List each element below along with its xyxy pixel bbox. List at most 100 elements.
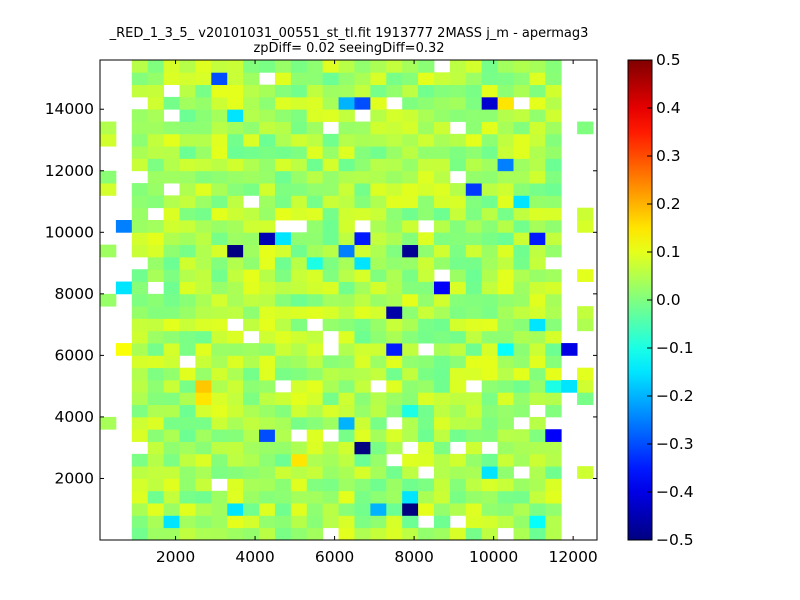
heatmap-cell [211, 306, 228, 319]
heatmap-cell [290, 355, 308, 369]
heatmap-cell [227, 109, 244, 122]
heatmap-cell [545, 60, 562, 73]
heatmap-cell [513, 343, 530, 356]
heatmap-cell [290, 109, 308, 122]
heatmap-cell [449, 330, 467, 344]
heatmap-cell [545, 96, 562, 110]
heatmap-cell [465, 293, 483, 307]
heatmap-cell [163, 158, 180, 172]
heatmap-cell [433, 170, 451, 184]
heatmap-cell [338, 515, 355, 529]
heatmap-cell [322, 355, 339, 369]
heatmap-cell [131, 232, 149, 246]
heatmap-cell [211, 220, 228, 233]
heatmap-cell [195, 269, 212, 282]
heatmap-cell [481, 490, 498, 504]
y-tick-label: 10000 [45, 223, 94, 241]
heatmap-cell [227, 183, 244, 196]
heatmap-cell [195, 330, 212, 344]
heatmap-cell [131, 121, 149, 135]
heatmap-cell [322, 441, 339, 455]
heatmap-cell [227, 244, 244, 258]
heatmap-cell [481, 232, 498, 246]
heatmap-cell [354, 478, 371, 492]
heatmap-cell [100, 170, 117, 184]
heatmap-cell [227, 416, 244, 430]
heatmap-cell [338, 527, 355, 541]
heatmap-cell [433, 466, 451, 479]
y-tick-label: 14000 [45, 100, 94, 118]
heatmap-cell [338, 429, 355, 442]
heatmap-cell [227, 281, 244, 295]
heatmap-cell [131, 72, 149, 86]
heatmap-cell [163, 244, 180, 258]
heatmap-cell [179, 441, 196, 455]
heatmap-cell [243, 109, 260, 122]
heatmap-cell [211, 404, 228, 418]
heatmap-cell [131, 84, 149, 98]
heatmap-cell [163, 478, 180, 492]
heatmap-cell [259, 183, 276, 196]
heatmap-cell [322, 232, 339, 246]
heatmap-cell [147, 416, 165, 430]
heatmap-cell [497, 170, 514, 184]
heatmap-cell [433, 318, 451, 332]
heatmap-cell [243, 183, 260, 196]
heatmap-cell [211, 146, 228, 159]
colorbar-tick-label: 0.4 [656, 99, 681, 117]
heatmap-cell [338, 281, 355, 295]
heatmap-cell [386, 195, 403, 209]
heatmap-cell [513, 207, 530, 221]
heatmap-cell [179, 109, 196, 122]
heatmap-cell [354, 503, 371, 516]
heatmap-cell [147, 133, 165, 147]
heatmap-cell [243, 72, 260, 86]
heatmap-cell [545, 478, 562, 492]
heatmap-cell [163, 293, 180, 307]
heatmap-cell [100, 183, 117, 196]
heatmap-cell [449, 306, 467, 319]
heatmap-cell [195, 478, 212, 492]
heatmap-cell [274, 133, 292, 147]
heatmap-cell [211, 109, 228, 122]
heatmap-cell [179, 392, 196, 406]
heatmap-cell [274, 527, 292, 541]
colorbar-tick-label: −0.4 [656, 483, 694, 501]
heatmap-cell [497, 60, 514, 73]
heatmap-cell [274, 281, 292, 295]
heatmap-cell [402, 416, 419, 430]
heatmap-cell [147, 392, 165, 406]
heatmap-cell [243, 367, 260, 381]
heatmap-cell [418, 60, 435, 73]
heatmap-cell [402, 109, 419, 122]
heatmap-cell [449, 183, 467, 196]
heatmap-cell [163, 256, 180, 270]
heatmap-cell [433, 183, 451, 196]
heatmap-cell [402, 244, 419, 258]
heatmap-cell [433, 503, 451, 516]
heatmap-cell [243, 343, 260, 356]
heatmap-cell [402, 392, 419, 406]
heatmap-cell [179, 404, 196, 418]
heatmap-cell [497, 429, 514, 442]
heatmap-cell [481, 170, 498, 184]
heatmap-cell [386, 170, 403, 184]
heatmap-cell [386, 503, 403, 516]
heatmap-cell [274, 256, 292, 270]
heatmap-cell [418, 121, 435, 135]
heatmap-cell [402, 367, 419, 381]
heatmap-cell [354, 515, 371, 529]
heatmap-cell [449, 133, 467, 147]
heatmap-cell [163, 367, 180, 381]
heatmap-cell [402, 269, 419, 282]
heatmap-cell [354, 281, 371, 295]
heatmap-cells [100, 60, 594, 541]
heatmap-cell [418, 478, 435, 492]
heatmap-cell [370, 367, 387, 381]
heatmap-cell [481, 466, 498, 479]
heatmap-cell [211, 416, 228, 430]
heatmap-cell [163, 392, 180, 406]
heatmap-cell [465, 60, 483, 73]
heatmap-cell [243, 281, 260, 295]
heatmap-cell [402, 60, 419, 73]
